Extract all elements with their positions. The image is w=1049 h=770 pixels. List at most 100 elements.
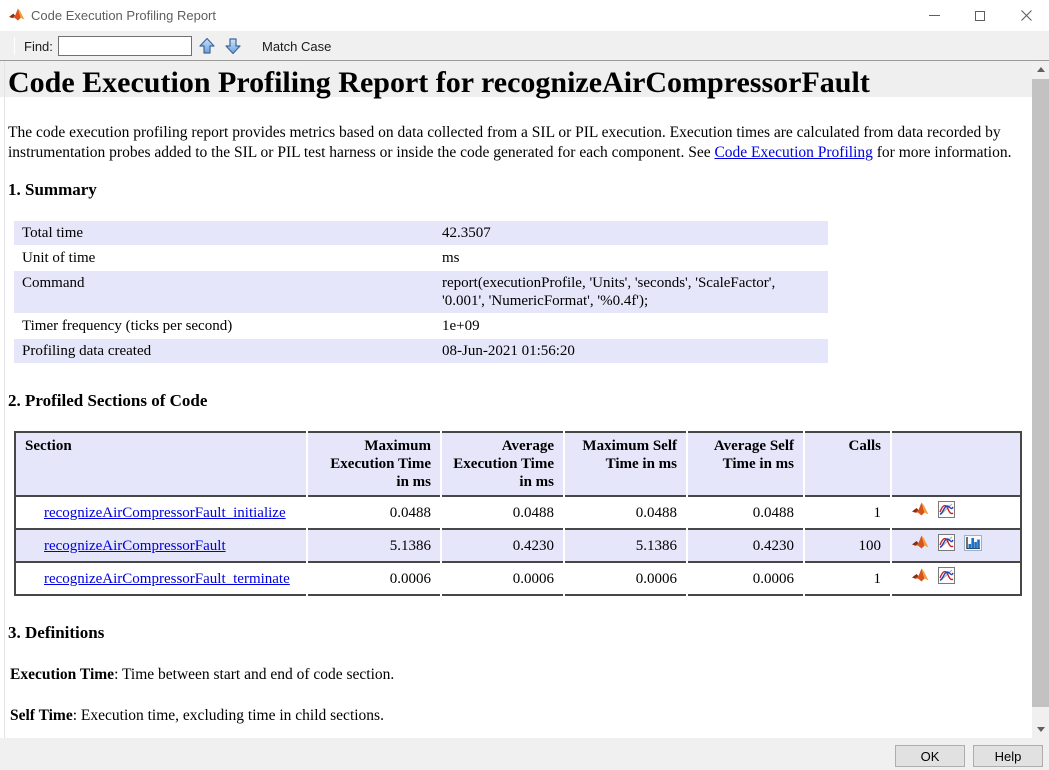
section-metric-cell: 1: [803, 496, 891, 529]
titlebar: Code Execution Profiling Report: [0, 0, 1049, 31]
definition-text: : Time between start and end of code sec…: [114, 666, 395, 683]
section-metric-cell: 0.0006: [686, 562, 804, 595]
col-actions: [890, 432, 1021, 496]
section-row: recognizeAirCompressorFault_initialize 0.…: [15, 496, 1021, 529]
matlab-logo-icon[interactable]: [912, 535, 929, 555]
matlab-app-icon: [9, 8, 25, 27]
section-metric-cell: 0.0488: [686, 496, 804, 529]
code-execution-profiling-link[interactable]: Code Execution Profiling: [714, 144, 873, 161]
section-metric-cell: 0.0488: [563, 496, 687, 529]
section-link[interactable]: recognizeAirCompressorFault_initialize: [44, 505, 286, 521]
col-section: Section: [25, 438, 72, 454]
find-next-button[interactable]: [222, 35, 244, 57]
summary-row: Unit of time ms: [14, 245, 828, 271]
summary-table: Total time 42.3507 Unit of time ms Command re…: [14, 221, 828, 364]
sections-table-body: recognizeAirCompressorFault_initialize 0.…: [15, 496, 1021, 595]
matlab-logo-icon[interactable]: [912, 502, 929, 522]
section-metric-cell: 0.0488: [440, 496, 564, 529]
summary-row-value: 1e+09: [434, 313, 828, 339]
find-toolbar: Find: Match Case: [0, 31, 1049, 61]
section-metric-cell: 0.0488: [306, 496, 441, 529]
col-avg-self-time: Average Self Time in ms: [686, 432, 804, 496]
minimize-button[interactable]: [911, 0, 957, 31]
find-previous-icon: [199, 37, 215, 54]
section-name-cell: recognizeAirCompressorFault: [15, 529, 307, 562]
col-max-exec-time: Maximum Execution Time in ms: [306, 432, 441, 496]
vertical-scrollbar[interactable]: [1032, 61, 1049, 738]
sections-header-row: Section Maximum Execution Time in ms Ave…: [15, 432, 1021, 496]
find-input[interactable]: [58, 36, 192, 56]
definitions-heading: 3. Definitions: [8, 623, 105, 642]
summary-row-value: ms: [434, 245, 828, 271]
find-previous-button[interactable]: [196, 35, 218, 57]
maximize-icon: [975, 10, 985, 21]
summary-row: Timer frequency (ticks per second) 1e+09: [14, 313, 828, 339]
definition-self-time: Self Time: Execution time, excluding tim…: [10, 707, 1032, 725]
section-row: recognizeAirCompressorFault 5.1386 0.4230 5…: [15, 529, 1021, 562]
summary-row-label: Timer frequency (ticks per second): [14, 313, 434, 339]
definition-text: : Execution time, excluding time in chil…: [72, 707, 384, 724]
intro-text-before: The code execution profiling report prov…: [8, 124, 1001, 161]
scrollbar-thumb[interactable]: [1032, 79, 1049, 707]
scroll-up-button[interactable]: [1032, 61, 1049, 78]
section-name-cell: recognizeAirCompressorFault_terminate: [15, 562, 307, 595]
find-label: Find:: [24, 39, 53, 54]
maximize-button[interactable]: [957, 0, 1003, 31]
section-metric-cell: 0.4230: [686, 529, 804, 562]
report-content: Code Execution Profiling Report for reco…: [0, 61, 1032, 738]
minimize-icon: [928, 15, 940, 16]
definition-term: Self Time: [10, 707, 73, 724]
ok-button[interactable]: OK: [895, 745, 965, 767]
section-actions-cell: [890, 562, 1021, 595]
help-button[interactable]: Help: [973, 745, 1043, 767]
summary-row-label: Unit of time: [14, 245, 434, 271]
summary-row: Profiling data created 08-Jun-2021 01:56:…: [14, 338, 828, 364]
section-actions-cell: [890, 529, 1021, 562]
content-left-edge: [4, 61, 5, 738]
plot-icon[interactable]: [938, 534, 955, 556]
section-link[interactable]: recognizeAirCompressorFault: [44, 538, 226, 554]
section-metric-cell: 5.1386: [563, 529, 687, 562]
section-metric-cell: 0.0006: [440, 562, 564, 595]
section-metric-cell: 0.0006: [306, 562, 441, 595]
section-link[interactable]: recognizeAirCompressorFault_terminate: [44, 571, 290, 587]
close-button[interactable]: [1003, 0, 1049, 31]
definition-term: Execution Time: [10, 666, 115, 683]
toolbar-grip[interactable]: [14, 37, 15, 55]
summary-row-label: Command: [14, 270, 434, 314]
scroll-down-icon: [1036, 727, 1045, 732]
dialog-footer: OK Help: [0, 738, 1049, 770]
summary-heading: 1. Summary: [8, 180, 97, 199]
summary-row-value: 08-Jun-2021 01:56:20: [434, 338, 828, 364]
summary-table-body: Total time 42.3507 Unit of time ms Command re…: [14, 221, 828, 364]
close-icon: [1020, 10, 1032, 21]
section-name-cell: recognizeAirCompressorFault_initialize: [15, 496, 307, 529]
match-case-toggle[interactable]: Match Case: [262, 39, 332, 54]
scroll-down-button[interactable]: [1032, 721, 1049, 738]
plot-icon[interactable]: [938, 567, 955, 589]
summary-row: Total time 42.3507: [14, 221, 828, 246]
col-avg-exec-time: Average Execution Time in ms: [440, 432, 564, 496]
section-metric-cell: 0.0006: [563, 562, 687, 595]
summary-row-value: report(executionProfile, 'Units', 'secon…: [434, 270, 828, 314]
scroll-up-icon: [1036, 67, 1045, 72]
plot-icon[interactable]: [938, 501, 955, 523]
profiled-sections-table: Section Maximum Execution Time in ms Ave…: [14, 431, 1022, 596]
find-next-icon: [225, 38, 241, 55]
col-calls: Calls: [803, 432, 891, 496]
summary-row-value: 42.3507: [434, 221, 828, 246]
intro-paragraph: The code execution profiling report prov…: [8, 123, 1012, 163]
col-max-self-time: Maximum Self Time in ms: [563, 432, 687, 496]
section-row: recognizeAirCompressorFault_terminate 0.0…: [15, 562, 1021, 595]
page-title: Code Execution Profiling Report for reco…: [8, 66, 870, 99]
profiled-sections-heading: 2. Profiled Sections of Code: [8, 391, 208, 410]
section-metric-cell: 100: [803, 529, 891, 562]
summary-row-label: Total time: [14, 221, 434, 246]
section-actions-cell: [890, 496, 1021, 529]
intro-text-after: for more information.: [872, 144, 1012, 161]
section-metric-cell: 5.1386: [306, 529, 441, 562]
histogram-icon[interactable]: [964, 534, 982, 556]
summary-row-label: Profiling data created: [14, 338, 434, 364]
matlab-logo-icon[interactable]: [912, 568, 929, 588]
summary-row: Command report(executionProfile, 'Units',…: [14, 270, 828, 314]
